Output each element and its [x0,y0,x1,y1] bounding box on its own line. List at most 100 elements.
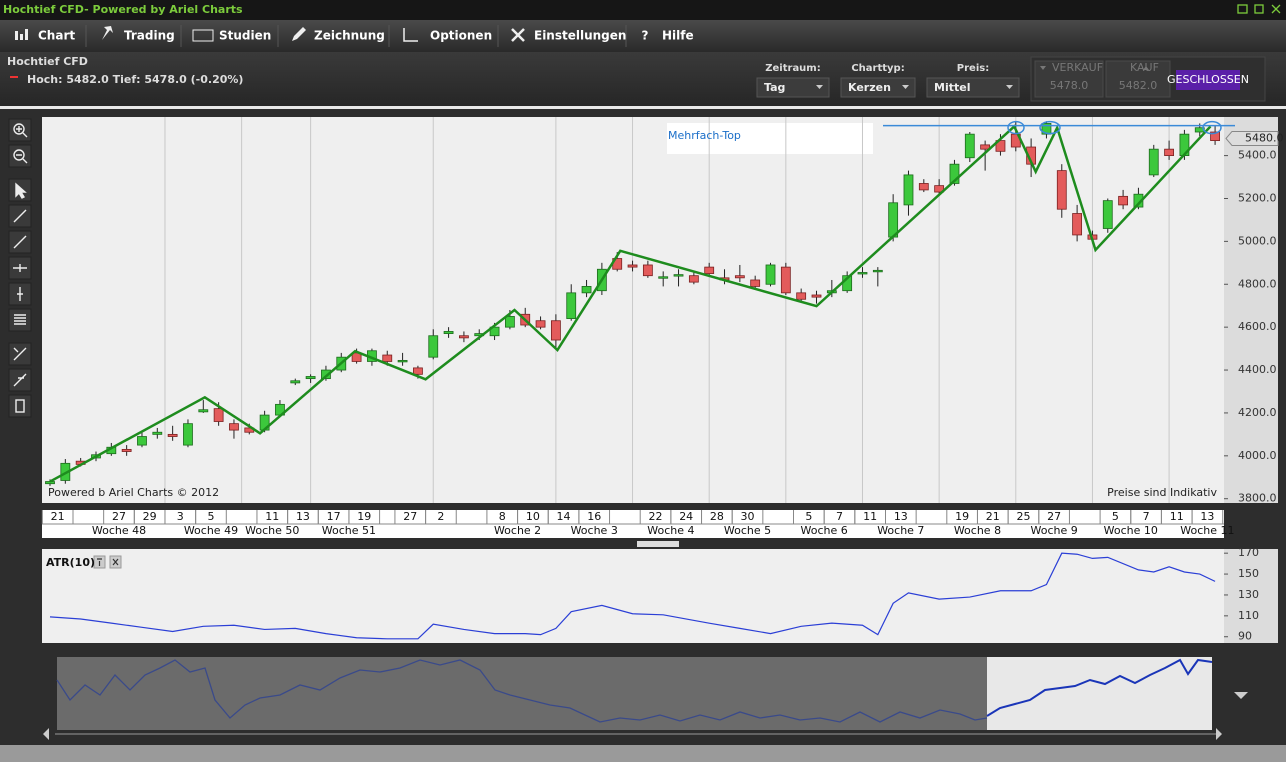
x-tick-label: 14 [557,510,571,523]
y-tick-label: 4000.0 [1238,449,1277,462]
candle-body [1072,213,1083,236]
x-tick-label: 27 [112,510,126,523]
window-buttons[interactable] [1237,4,1281,31]
menu-item[interactable]: Optionen [430,29,492,43]
sell-label: VERKAUF [1052,61,1103,74]
menu-item[interactable]: Einstellungen [534,29,626,43]
candle-body [45,481,55,485]
y-tick-label: 110 [1238,609,1259,622]
atr-title: ATR(10) [46,556,95,569]
x-tick-label: 5 [805,510,812,523]
dropdown-arrow [902,85,909,89]
candle-body [1164,148,1174,157]
week-label: Woche 6 [801,524,848,537]
collapse-arrow[interactable] [1234,692,1248,699]
y-tick-label: 4800.0 [1238,277,1277,290]
menu-icons: ? [15,26,649,43]
candle-body [780,266,791,294]
x-tick-label: 5 [207,510,214,523]
navigator-window[interactable] [987,657,1212,730]
top-marker[interactable] [1039,120,1061,135]
sell-box[interactable] [1034,60,1104,98]
menu-item[interactable]: Zeichnung [314,29,385,43]
week-label: Woche 5 [724,524,771,537]
trend-line[interactable] [49,124,1212,483]
y-tick-label: 150 [1238,567,1259,580]
x-tick-label: 11 [1170,510,1184,523]
x-tick-label: 11 [265,510,279,523]
x-tick-label: 5 [1112,510,1119,523]
x-tick-label: 17 [327,510,341,523]
candle-body [183,423,193,446]
y-tick-label: 3800.0 [1238,492,1277,505]
navigator-line [56,659,988,723]
status-text: GESCHLOSSEN [1167,73,1249,86]
x-tick-label: 2 [437,510,444,523]
week-label: Woche 10 [1104,524,1158,537]
menu-item[interactable]: Hilfe [662,29,694,43]
candle-body [658,276,669,279]
candle-body [213,408,224,422]
candle-body [980,144,991,150]
x-tick-label: 21 [986,510,1000,523]
atr-line [49,552,1216,640]
control-label: Preis: [957,63,989,74]
y-tick-label: 4400.0 [1238,363,1277,376]
candle-body [321,369,331,380]
candle-body [949,163,960,184]
candle-body [290,380,301,384]
x-tick-label: 7 [1143,510,1150,523]
y-tick-label: 4200.0 [1238,406,1277,419]
candle-body [152,431,163,435]
candle-body [504,316,515,328]
week-label: Woche 9 [1030,524,1077,537]
candle-body [397,359,408,363]
week-label: Woche 3 [571,524,618,537]
buy-box[interactable] [1105,60,1171,98]
instrument-stats: Hoch: 5482.0 Tief: 5478.0 (-0.20%) [27,73,243,86]
menu-item[interactable]: Chart [38,29,75,43]
title-bar [0,0,1286,20]
y-tick-label: 4600.0 [1238,320,1277,333]
dropdown[interactable] [756,77,830,98]
candle-body [459,335,469,339]
menu-item[interactable]: Trading [124,29,175,43]
dropdown[interactable] [840,77,916,98]
control-label: Charttyp: [851,63,904,74]
atr-plot-area [42,549,1224,643]
week-label: Woche 49 [184,524,238,537]
candle-body [872,269,883,273]
x-tick-label: 22 [649,510,663,523]
dropdown-value: Mittel [934,81,970,94]
toolbar-icons [13,123,28,413]
menu-item[interactable]: Studien [219,29,271,43]
x-tick-label: 13 [296,510,310,523]
candle-body [934,185,945,193]
x-tick-label: 13 [1200,510,1214,523]
y-tick-label: 90 [1238,630,1252,643]
dropdown[interactable] [926,77,1020,98]
candle-body [1056,170,1067,210]
pane-button-icons [97,558,119,566]
x-tick-label: 13 [894,510,908,523]
top-marker[interactable] [1007,120,1025,135]
week-label: Woche 8 [954,524,1001,537]
y-tick-label: 5400.0 [1238,149,1277,162]
buy-label: KAUF [1130,61,1159,74]
candle-body [305,376,316,380]
x-tick-label: 21 [51,510,65,523]
x-tick-label: 25 [1016,510,1030,523]
candle-body [535,320,546,328]
annotation-box[interactable] [667,123,873,154]
x-tick-label: 7 [836,510,843,523]
splitter-handle[interactable] [637,541,679,547]
candle-body [734,275,745,279]
status-button[interactable] [1176,70,1240,90]
candle-body [1102,200,1113,229]
x-tick-label: 8 [499,510,506,523]
candle-body [964,133,975,159]
top-marker[interactable] [1202,120,1222,135]
instrument-name: Hochtief CFD [7,55,88,68]
